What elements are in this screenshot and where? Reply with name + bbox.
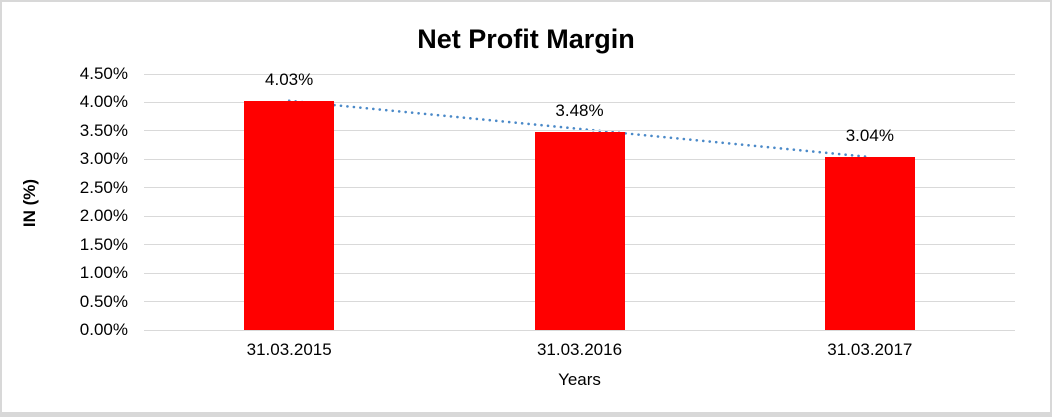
x-tick-label: 31.03.2016 — [536, 340, 623, 359]
y-tick-label: 4.50% — [79, 64, 128, 83]
y-tick-label: 0.50% — [79, 291, 128, 311]
x-axis-title: Years — [558, 370, 601, 389]
y-tick-label: 1.50% — [79, 234, 128, 254]
gridline — [144, 101, 1015, 103]
bar — [534, 132, 625, 330]
bar — [824, 157, 915, 330]
y-tick-label: 0.00% — [79, 320, 128, 339]
y-tick-label: 1.00% — [79, 263, 128, 283]
bar — [244, 100, 335, 330]
y-tick-label: 3.50% — [79, 120, 128, 140]
bar-data-label: 3.48% — [555, 101, 604, 121]
bar-data-label: 3.04% — [845, 126, 894, 146]
x-tick-label: 31.03.2017 — [827, 340, 913, 359]
y-tick-label: 3.00% — [79, 149, 128, 169]
chart-title: Net Profit Margin — [417, 24, 635, 54]
gridline — [144, 329, 1015, 331]
y-tick-label: 2.50% — [79, 177, 128, 197]
y-tick-label: 2.00% — [79, 206, 128, 226]
gridline — [144, 130, 1015, 132]
gridline — [144, 73, 1015, 75]
y-tick-label: 4.00% — [79, 92, 128, 112]
bar-data-label: 4.03% — [265, 69, 314, 89]
x-tick-label: 31.03.2015 — [246, 340, 332, 359]
